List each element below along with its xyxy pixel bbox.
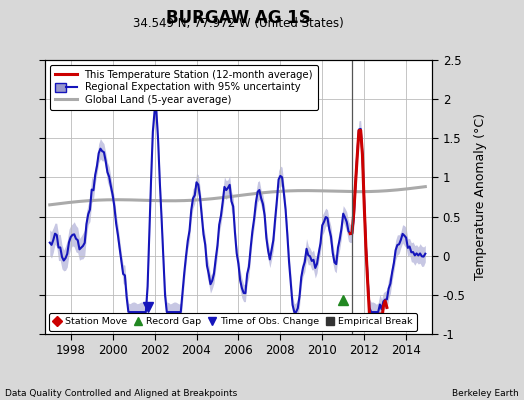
Text: BURGAW AG 1S: BURGAW AG 1S bbox=[166, 9, 311, 27]
Text: 34.549 N, 77.972 W (United States): 34.549 N, 77.972 W (United States) bbox=[133, 17, 344, 30]
Text: Berkeley Earth: Berkeley Earth bbox=[452, 389, 519, 398]
Y-axis label: Temperature Anomaly (°C): Temperature Anomaly (°C) bbox=[474, 114, 487, 280]
Text: Data Quality Controlled and Aligned at Breakpoints: Data Quality Controlled and Aligned at B… bbox=[5, 389, 237, 398]
Legend: Station Move, Record Gap, Time of Obs. Change, Empirical Break: Station Move, Record Gap, Time of Obs. C… bbox=[49, 313, 417, 331]
